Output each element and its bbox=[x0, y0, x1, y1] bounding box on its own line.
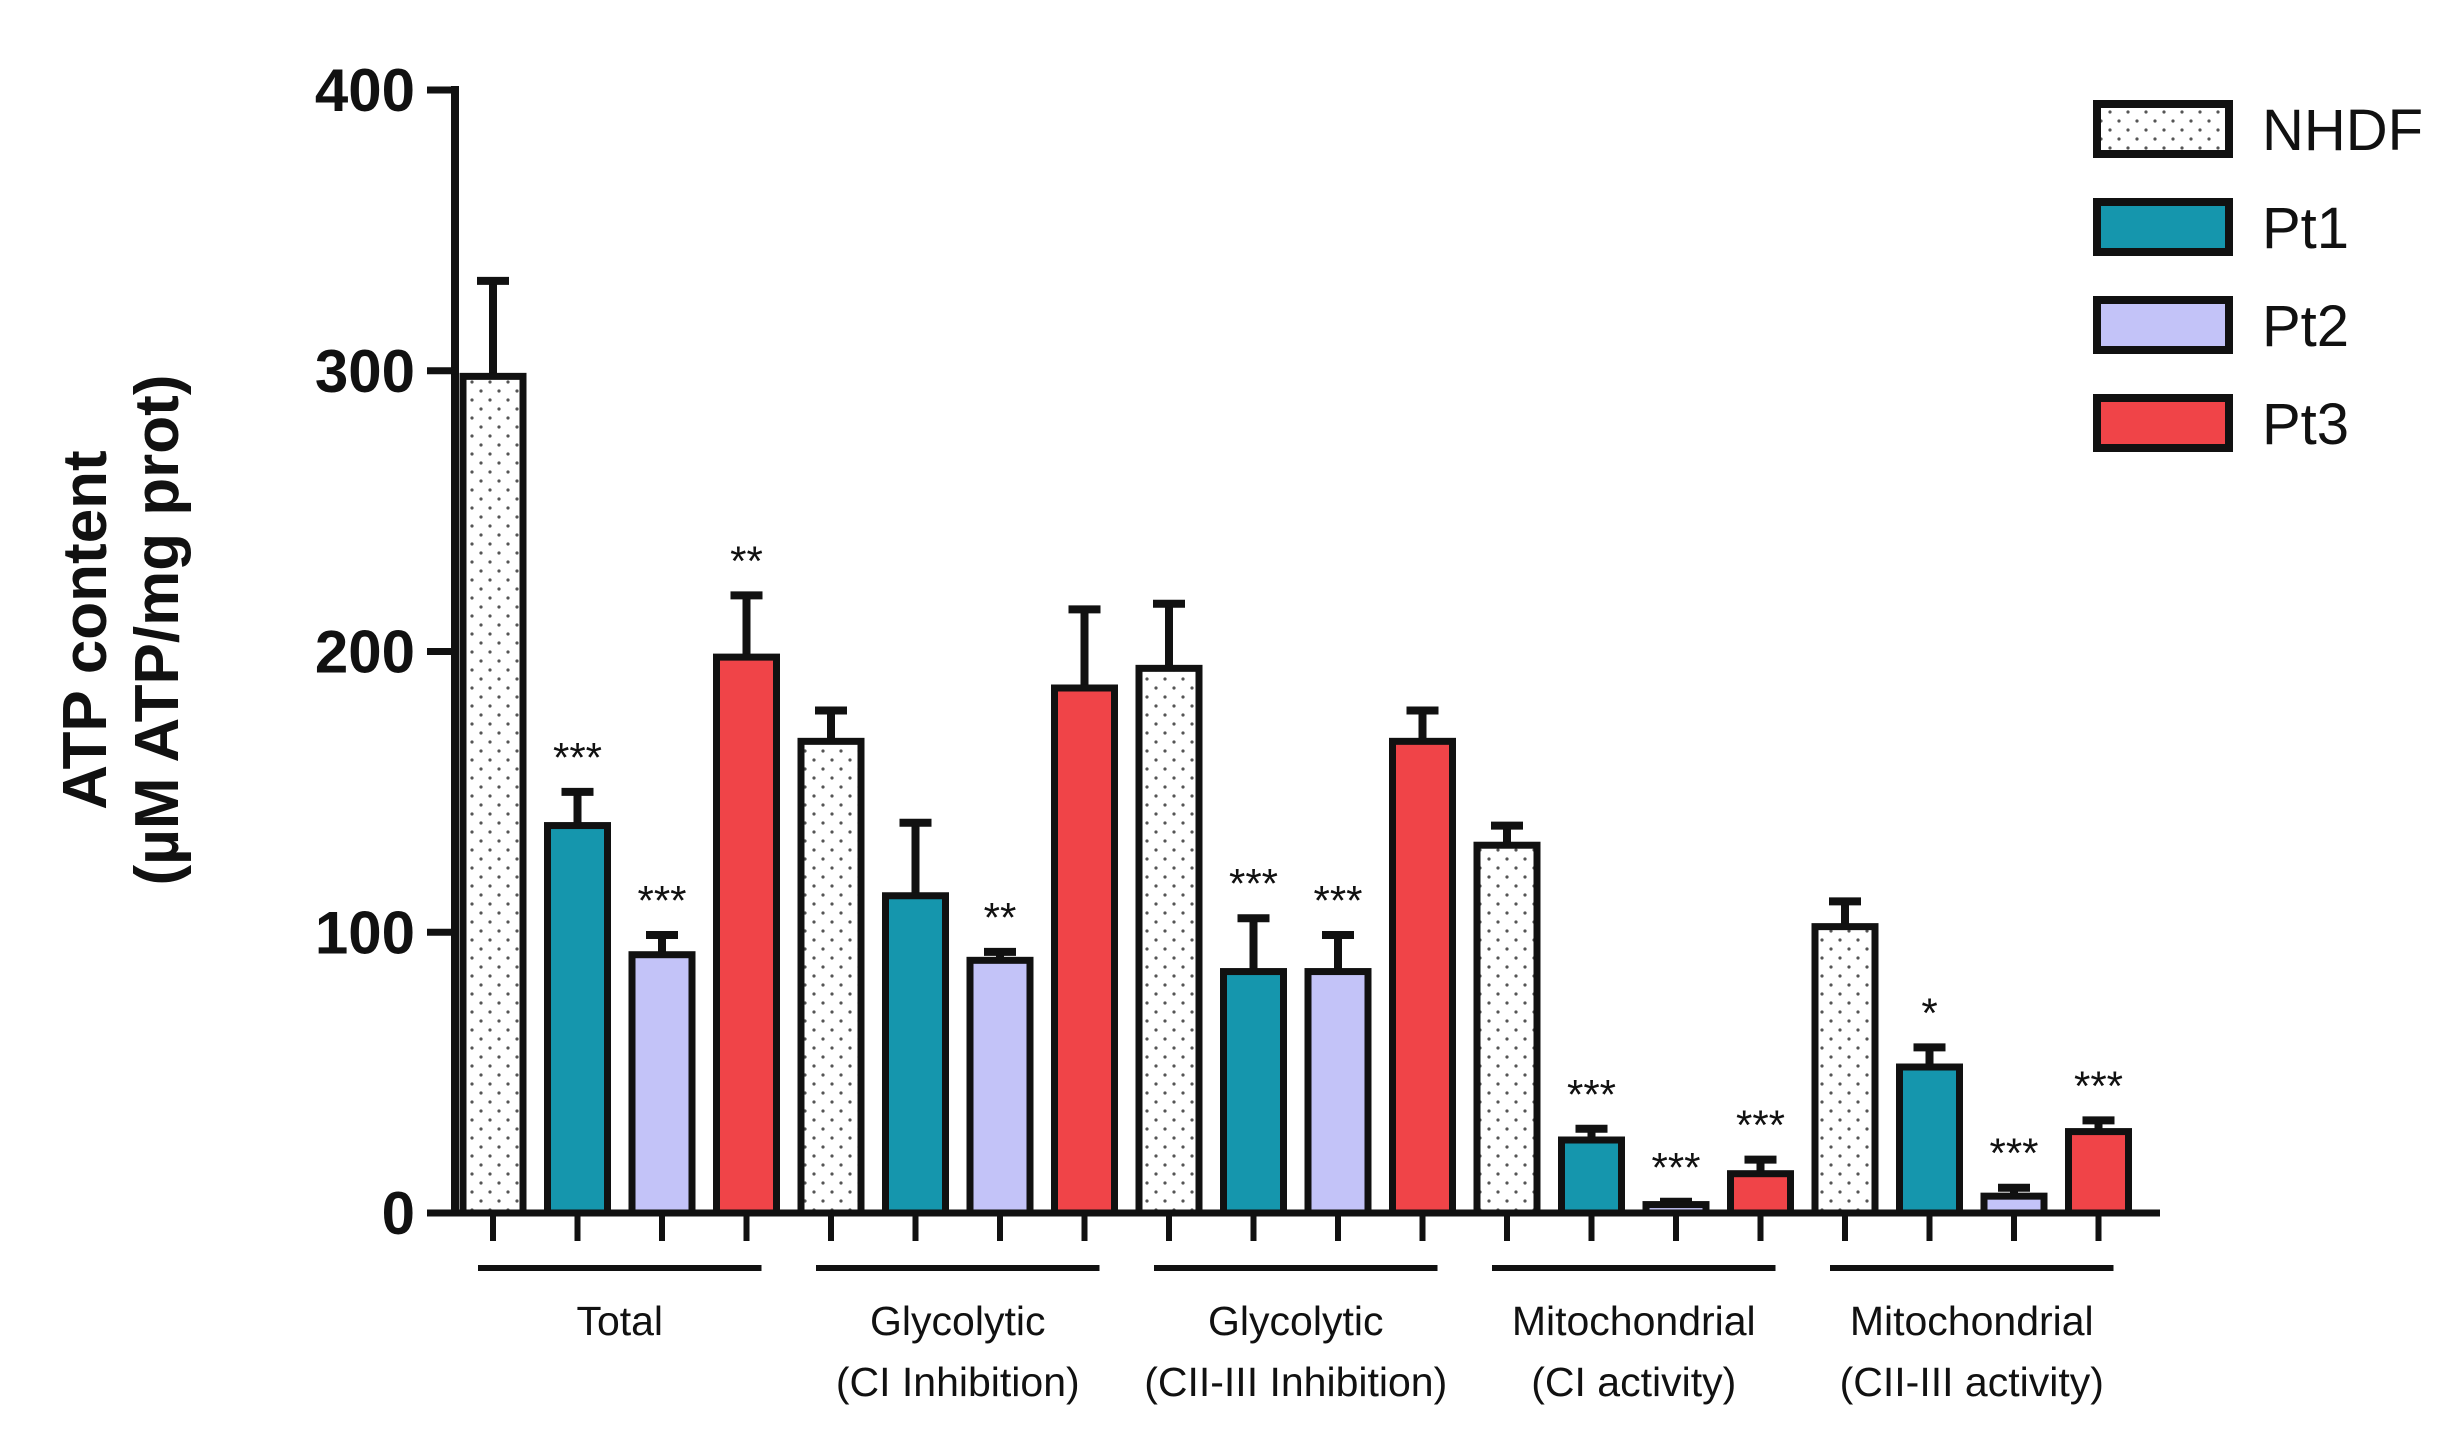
bar-pt3-group-1 bbox=[713, 653, 780, 1217]
bar-pt1-group-1 bbox=[544, 822, 611, 1217]
y-tick-label: 0 bbox=[382, 1180, 415, 1247]
significance-mark: * bbox=[1921, 989, 1937, 1036]
bar-pt1-group-3 bbox=[1220, 968, 1287, 1217]
bar-pt2-group-4 bbox=[1642, 1201, 1710, 1217]
bar-pt2-group-5 bbox=[1980, 1192, 2048, 1217]
bar-nhdf-group-2 bbox=[797, 737, 865, 1217]
legend-swatch-pt3 bbox=[2093, 394, 2233, 452]
legend-label-pt1: Pt1 bbox=[2262, 196, 2349, 261]
bar-nhdf-group-4 bbox=[1473, 841, 1541, 1217]
significance-mark: *** bbox=[637, 877, 686, 924]
group-label: Glycolytic bbox=[1208, 1298, 1383, 1344]
bar-nhdf-group-1 bbox=[459, 372, 527, 1217]
legend-swatch-nhdf bbox=[2093, 100, 2233, 158]
group-label: (CI Inhibition) bbox=[836, 1359, 1080, 1405]
bar-pt3-group-4 bbox=[1727, 1170, 1794, 1217]
legend-label-pt3: Pt3 bbox=[2262, 392, 2349, 457]
significance-mark: *** bbox=[1989, 1130, 2038, 1177]
significance-mark: *** bbox=[1567, 1071, 1616, 1118]
y-tick-label: 300 bbox=[315, 338, 415, 405]
legend-label-nhdf: NHDF bbox=[2262, 98, 2423, 163]
bar-pt3-group-2 bbox=[1051, 684, 1118, 1217]
bar-pt2-group-1 bbox=[628, 951, 696, 1217]
significance-mark: *** bbox=[1736, 1102, 1785, 1149]
significance-mark: *** bbox=[553, 734, 602, 781]
group-label: Glycolytic bbox=[870, 1298, 1045, 1344]
bar-pt3-group-3 bbox=[1389, 737, 1456, 1217]
legend-swatch-pt2 bbox=[2093, 296, 2233, 354]
significance-mark: ** bbox=[730, 537, 763, 584]
group-label: Mitochondrial bbox=[1512, 1298, 1756, 1344]
y-tick-label: 200 bbox=[315, 619, 415, 686]
significance-mark: ** bbox=[984, 894, 1017, 941]
significance-mark: *** bbox=[1313, 877, 1362, 924]
y-tick-label: 100 bbox=[315, 899, 415, 966]
bar-nhdf-group-5 bbox=[1811, 923, 1879, 1217]
significance-mark: *** bbox=[1229, 860, 1278, 907]
group-label: (CII-III Inhibition) bbox=[1144, 1359, 1447, 1405]
bar-pt1-group-2 bbox=[882, 892, 949, 1217]
significance-mark: *** bbox=[1651, 1144, 1700, 1191]
significance-mark: *** bbox=[2074, 1062, 2123, 1109]
bar-pt1-group-5 bbox=[1896, 1063, 1963, 1217]
group-label: Total bbox=[576, 1298, 663, 1344]
legend-swatch-pt1 bbox=[2093, 198, 2233, 256]
y-tick-label: 400 bbox=[315, 57, 415, 124]
bar-nhdf-group-3 bbox=[1135, 664, 1203, 1217]
group-label: (CII-III activity) bbox=[1840, 1359, 2104, 1405]
bar-pt1-group-4 bbox=[1558, 1136, 1625, 1217]
legend-label-pt2: Pt2 bbox=[2262, 294, 2349, 359]
bar-pt2-group-2 bbox=[966, 956, 1034, 1217]
group-label: (CI activity) bbox=[1531, 1359, 1736, 1405]
y-axis-label: ATP content bbox=[51, 450, 120, 809]
group-label: Mitochondrial bbox=[1850, 1298, 2094, 1344]
bar-pt2-group-3 bbox=[1304, 968, 1372, 1217]
y-axis-unit-label: (µM ATP/mg prot) bbox=[123, 375, 192, 886]
bar-pt3-group-5 bbox=[2065, 1128, 2132, 1217]
